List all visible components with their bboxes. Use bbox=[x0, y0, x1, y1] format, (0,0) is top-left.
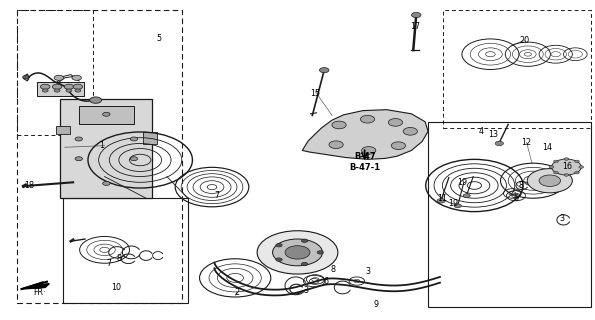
Text: 19: 19 bbox=[458, 178, 468, 187]
Text: 8: 8 bbox=[331, 265, 336, 275]
Circle shape bbox=[23, 76, 29, 79]
Circle shape bbox=[454, 204, 461, 208]
Circle shape bbox=[75, 137, 83, 141]
Text: 19: 19 bbox=[448, 198, 458, 207]
Circle shape bbox=[301, 239, 308, 243]
Text: 10: 10 bbox=[111, 283, 121, 292]
Bar bbox=[60, 100, 152, 198]
Circle shape bbox=[549, 166, 554, 168]
Bar bbox=[143, 132, 157, 144]
Circle shape bbox=[130, 137, 137, 141]
Circle shape bbox=[275, 244, 282, 247]
Polygon shape bbox=[21, 282, 49, 289]
Bar bbox=[63, 198, 187, 303]
Circle shape bbox=[579, 166, 584, 168]
Circle shape bbox=[317, 251, 324, 254]
Circle shape bbox=[389, 119, 403, 126]
Circle shape bbox=[42, 89, 48, 92]
Circle shape bbox=[103, 112, 110, 116]
Circle shape bbox=[553, 172, 558, 174]
Circle shape bbox=[285, 246, 310, 259]
Bar bbox=[17, 10, 181, 303]
Circle shape bbox=[564, 174, 569, 176]
Text: 12: 12 bbox=[522, 138, 532, 147]
Circle shape bbox=[75, 157, 83, 161]
Text: 3: 3 bbox=[304, 286, 309, 295]
Text: B-47: B-47 bbox=[354, 152, 375, 161]
Text: 7: 7 bbox=[107, 259, 112, 268]
Circle shape bbox=[552, 159, 581, 175]
Text: 15: 15 bbox=[310, 89, 320, 98]
Circle shape bbox=[75, 89, 81, 92]
Text: 3: 3 bbox=[365, 267, 370, 276]
Circle shape bbox=[553, 160, 558, 163]
Text: 4: 4 bbox=[479, 127, 484, 136]
Text: 7: 7 bbox=[215, 190, 220, 200]
Text: 16: 16 bbox=[563, 162, 572, 171]
Circle shape bbox=[361, 116, 375, 123]
Text: 3: 3 bbox=[559, 214, 564, 223]
Circle shape bbox=[495, 141, 503, 146]
Polygon shape bbox=[23, 74, 29, 81]
Circle shape bbox=[437, 198, 445, 203]
Bar bbox=[79, 106, 134, 124]
Circle shape bbox=[539, 175, 560, 187]
Circle shape bbox=[257, 231, 338, 274]
Circle shape bbox=[403, 127, 418, 135]
Circle shape bbox=[273, 239, 322, 266]
Circle shape bbox=[54, 75, 64, 80]
Circle shape bbox=[329, 141, 343, 148]
Polygon shape bbox=[302, 110, 428, 159]
Text: 13: 13 bbox=[488, 130, 499, 139]
Text: 1: 1 bbox=[99, 141, 105, 150]
Text: 20: 20 bbox=[519, 36, 530, 45]
Text: 8: 8 bbox=[117, 254, 122, 263]
Circle shape bbox=[130, 157, 137, 161]
Text: 6: 6 bbox=[513, 194, 518, 203]
Circle shape bbox=[392, 142, 406, 149]
Text: 18: 18 bbox=[24, 181, 34, 190]
Circle shape bbox=[332, 121, 346, 129]
Bar bbox=[443, 10, 591, 128]
Circle shape bbox=[40, 84, 50, 89]
Text: 9: 9 bbox=[374, 300, 379, 309]
Circle shape bbox=[73, 84, 83, 89]
Circle shape bbox=[72, 75, 82, 80]
Circle shape bbox=[275, 258, 282, 261]
Text: 2: 2 bbox=[234, 288, 240, 297]
Circle shape bbox=[52, 84, 62, 89]
Circle shape bbox=[564, 158, 569, 160]
Circle shape bbox=[527, 169, 572, 193]
Circle shape bbox=[54, 89, 60, 92]
Circle shape bbox=[66, 89, 72, 92]
Circle shape bbox=[463, 194, 470, 197]
Text: 14: 14 bbox=[542, 143, 552, 152]
Bar bbox=[428, 122, 591, 307]
Circle shape bbox=[90, 97, 102, 103]
Circle shape bbox=[301, 262, 308, 266]
Text: 5: 5 bbox=[156, 35, 161, 44]
Circle shape bbox=[64, 84, 74, 89]
Bar bbox=[56, 126, 70, 134]
Text: B-47-1: B-47-1 bbox=[349, 163, 380, 172]
Text: 17: 17 bbox=[410, 22, 420, 31]
Text: FR·: FR· bbox=[33, 288, 46, 297]
Circle shape bbox=[103, 181, 110, 185]
Circle shape bbox=[575, 160, 580, 163]
Text: 11: 11 bbox=[437, 194, 447, 203]
Circle shape bbox=[575, 172, 580, 174]
Text: 8: 8 bbox=[519, 181, 524, 190]
Circle shape bbox=[412, 12, 421, 18]
Circle shape bbox=[362, 147, 376, 154]
Bar bbox=[17, 10, 93, 134]
Text: 6: 6 bbox=[324, 276, 328, 285]
Circle shape bbox=[320, 68, 329, 73]
Bar bbox=[37, 82, 84, 96]
